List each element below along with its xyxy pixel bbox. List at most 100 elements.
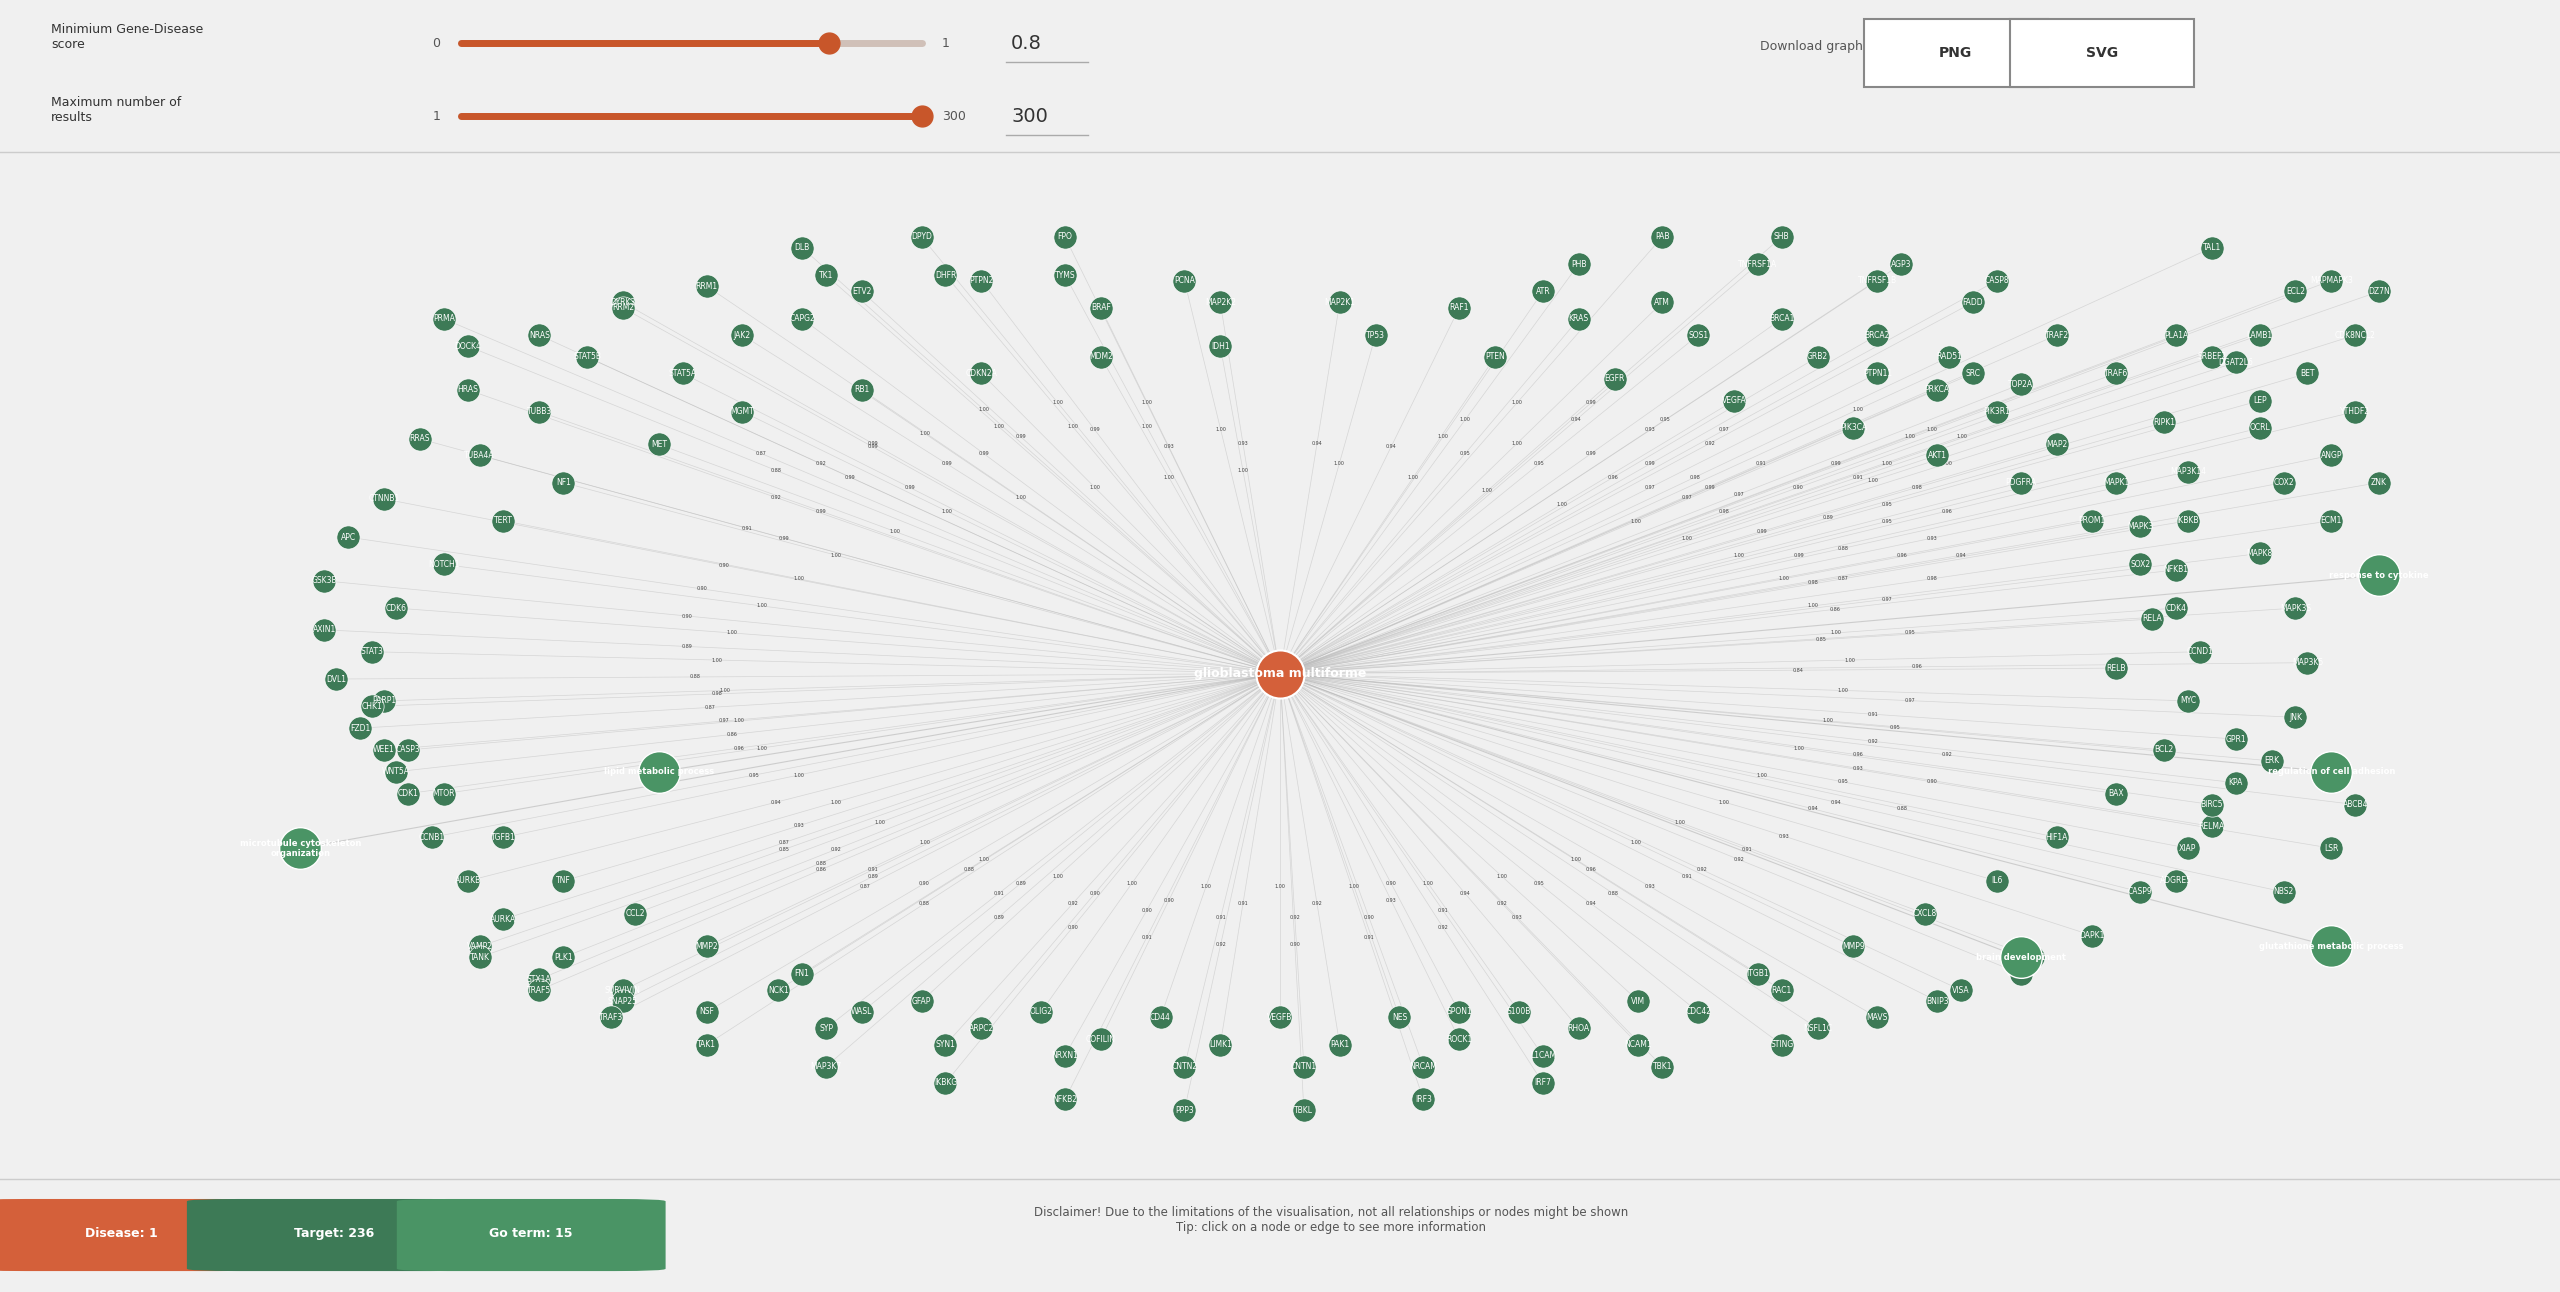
Point [2071, 925, 2112, 946]
Text: AKT1: AKT1 [1928, 451, 1946, 460]
Text: Download graph as: Download graph as [1761, 40, 1882, 53]
Text: AGP3: AGP3 [1892, 260, 1912, 269]
Point [2156, 324, 2196, 345]
Text: 1.00: 1.00 [1572, 857, 1582, 862]
Text: Minimium Gene-Disease
score: Minimium Gene-Disease score [51, 23, 202, 52]
Point [781, 964, 822, 985]
Text: microtubule cytoskeleton
organization: microtubule cytoskeleton organization [241, 839, 361, 858]
Text: MTOR: MTOR [433, 789, 456, 798]
Text: 0.92: 0.92 [1216, 942, 1226, 947]
Point [422, 554, 463, 575]
Text: 0.88: 0.88 [1838, 545, 1848, 550]
Text: 0.84: 0.84 [1792, 668, 1805, 673]
Point [637, 761, 678, 782]
Point [1439, 1001, 1480, 1022]
Point [2250, 751, 2291, 771]
Point [458, 444, 499, 465]
Point [2168, 690, 2209, 711]
Text: 1.00: 1.00 [1823, 718, 1833, 724]
Text: 1.00: 1.00 [888, 528, 901, 534]
Text: 0.93: 0.93 [1165, 444, 1175, 450]
Point [1139, 1006, 1180, 1027]
Text: PAB: PAB [1656, 233, 1669, 242]
Text: 0.94: 0.94 [1311, 441, 1324, 446]
Text: MAPK3: MAPK3 [2127, 522, 2153, 531]
Text: MAPK8: MAPK8 [2248, 549, 2273, 558]
Text: 1.00: 1.00 [1510, 441, 1523, 446]
Text: WEE1: WEE1 [374, 745, 394, 755]
Text: JAK2: JAK2 [735, 331, 750, 340]
Text: SURVIVIN: SURVIVIN [604, 986, 640, 995]
Text: 0.95: 0.95 [1659, 417, 1672, 422]
Text: COFILIN: COFILIN [1085, 1035, 1116, 1044]
Text: 0.94: 0.94 [1807, 806, 1818, 811]
Text: 0.91: 0.91 [1741, 848, 1751, 851]
Point [1439, 297, 1480, 318]
Point [376, 761, 417, 782]
Text: CDK8NCL2: CDK8NCL2 [2335, 331, 2376, 340]
Text: STAT3: STAT3 [361, 647, 384, 656]
Text: VEGFA: VEGFA [1720, 397, 1746, 406]
Text: 1.00: 1.00 [1510, 401, 1523, 406]
Text: 1.00: 1.00 [1556, 501, 1567, 506]
FancyBboxPatch shape [1864, 18, 2048, 87]
Text: 0.93: 0.93 [1510, 915, 1523, 920]
Text: TAK1: TAK1 [696, 1040, 717, 1049]
Text: 0.92: 0.92 [1733, 857, 1743, 862]
Text: 0.94: 0.94 [1385, 444, 1395, 450]
Text: 1.00: 1.00 [829, 800, 842, 805]
Point [2168, 839, 2209, 859]
Text: 0.89: 0.89 [681, 643, 694, 649]
Text: NCAM1: NCAM1 [1626, 1040, 1651, 1049]
Text: 1.00: 1.00 [1905, 434, 1915, 439]
Text: 0.87: 0.87 [860, 884, 870, 889]
Text: STX1A: STX1A [527, 974, 550, 983]
Text: 0.89: 0.89 [1016, 881, 1027, 886]
Text: 0.91: 0.91 [742, 526, 753, 531]
Text: PAK1: PAK1 [1331, 1040, 1349, 1049]
Text: KRAS: KRAS [1569, 314, 1590, 323]
Text: 0.95: 0.95 [1905, 630, 1915, 636]
Text: PTPN2: PTPN2 [970, 276, 993, 286]
Text: TUBA4A: TUBA4A [463, 451, 494, 460]
Text: GFAP: GFAP [911, 996, 932, 1005]
Point [2312, 937, 2353, 957]
Point [1044, 1089, 1085, 1110]
Text: CCL2: CCL2 [625, 910, 645, 919]
Point [364, 488, 404, 509]
Text: 1.00: 1.00 [1779, 576, 1789, 581]
Text: 0.90: 0.90 [681, 614, 694, 619]
Text: NRXN1: NRXN1 [1052, 1052, 1078, 1061]
Text: LIMK1: LIMK1 [1208, 1040, 1231, 1049]
Point [1283, 1099, 1324, 1120]
Point [602, 991, 643, 1012]
Text: RELMA: RELMA [2199, 822, 2225, 831]
Text: 0.97: 0.97 [719, 718, 730, 724]
Text: SOX2: SOX2 [2130, 559, 2150, 568]
Point [2240, 417, 2281, 438]
Point [2035, 434, 2076, 455]
Point [1523, 1045, 1564, 1066]
Point [1618, 1035, 1659, 1056]
Text: RHOA: RHOA [1567, 1023, 1590, 1032]
Text: 1.00: 1.00 [1846, 658, 1856, 663]
Text: 0.92: 0.92 [829, 848, 840, 851]
Point [1523, 1072, 1564, 1093]
Point [2156, 559, 2196, 580]
Text: IKBKG: IKBKG [934, 1079, 957, 1088]
Text: 1.00: 1.00 [1956, 434, 1966, 439]
Text: ATM: ATM [1654, 298, 1669, 307]
Text: 0.99: 0.99 [778, 536, 788, 541]
Point [1641, 292, 1682, 313]
Point [2240, 543, 2281, 563]
Text: 1.00: 1.00 [1275, 884, 1285, 889]
Point [2071, 510, 2112, 531]
Text: RB1: RB1 [855, 385, 870, 394]
Point [1354, 324, 1395, 345]
Text: COX2: COX2 [2273, 478, 2294, 487]
Point [901, 226, 942, 247]
Text: DHFR: DHFR [934, 270, 957, 279]
Text: 1.00: 1.00 [1459, 417, 1469, 422]
Text: MET: MET [650, 439, 666, 448]
Point [1201, 336, 1242, 357]
